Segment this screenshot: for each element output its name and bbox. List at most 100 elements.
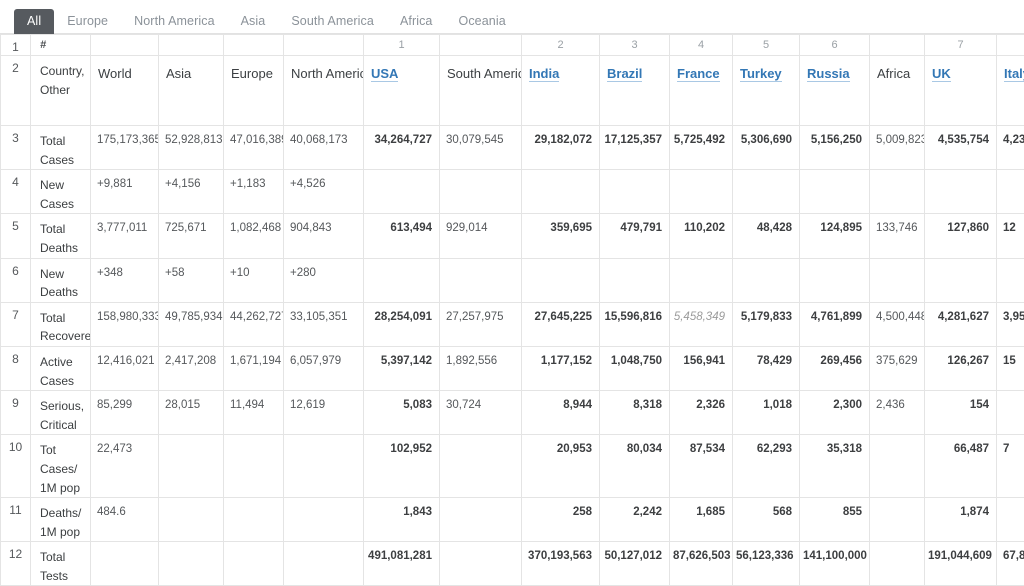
cell-total-cases-france: 5,725,492 (669, 124, 733, 171)
cell-active-cases-usa: 5,397,142 (363, 345, 440, 392)
cell-active-cases-europe: 1,671,194 (223, 345, 284, 392)
cell-total-cases-south-america: 30,079,545 (439, 124, 522, 171)
cell-deaths-1m-pop-france: 1,685 (669, 497, 733, 543)
cell-tot-cases-1m-pop-russia: 35,318 (799, 434, 870, 499)
cell-total-recovered-asia: 49,785,934 (158, 301, 224, 347)
table-row-total-deaths: 5 Total Deaths 3,777,011 725,671 1,082,468 90… (0, 213, 1024, 259)
cell-total-tests-india: 370,193,563 (521, 541, 600, 586)
cell-new-cases-india (521, 169, 600, 215)
cell-new-deaths-africa (869, 257, 925, 303)
cell-new-deaths-turkey (732, 257, 800, 303)
cell-total-deaths-brazil: 479,791 (599, 213, 670, 259)
cell-serious-critical-north-america: 12,619 (283, 390, 364, 436)
cell-total-tests-france: 87,626,503 (669, 541, 733, 586)
cell-total-recovered-uk: 4,281,627 (924, 301, 997, 347)
cell-tot-cases-1m-pop-france: 87,534 (669, 434, 733, 499)
cell-serious-critical-india: 8,944 (521, 390, 600, 436)
cell-total-cases-africa: 5,009,823 (869, 124, 925, 171)
country-link-india[interactable]: India (529, 66, 560, 82)
cell-deaths-1m-pop-world: 484.6 (90, 497, 159, 543)
cell-deaths-1m-pop-russia: 855 (799, 497, 870, 543)
cell-new-deaths-brazil (599, 257, 670, 303)
cell-active-cases-world: 12,416,021 (90, 345, 159, 392)
cell-deaths-1m-pop-south-america (439, 497, 522, 543)
cell-total-tests-turkey: 56,123,336 (732, 541, 800, 586)
cell-total-recovered-france: 5,458,349 (669, 301, 733, 347)
cell-total-cases-asia: 52,928,813 (158, 124, 224, 171)
cell-serious-critical-russia: 2,300 (799, 390, 870, 436)
cell-total-deaths-france: 110,202 (669, 213, 733, 259)
cell-tot-cases-1m-pop-india: 20,953 (521, 434, 600, 499)
country-link-france[interactable]: France (677, 66, 720, 82)
cell-new-cases-asia: +4,156 (158, 169, 224, 215)
country-link-brazil[interactable]: Brazil (607, 66, 643, 82)
cell-deaths-1m-pop-uk: 1,874 (924, 497, 997, 543)
column-header-italy: Italy (996, 55, 1024, 126)
cell-deaths-1m-pop-italy (996, 497, 1024, 543)
cell-active-cases-italy: 15 (996, 345, 1024, 392)
country-link-usa[interactable]: USA (371, 66, 399, 82)
row-label-new-cases: New Cases (30, 169, 91, 215)
country-link-russia[interactable]: Russia (807, 66, 850, 82)
rank-cell-brazil: 3 (599, 34, 670, 56)
tab-all[interactable]: All (14, 9, 55, 34)
row-number: 12 (0, 541, 31, 586)
country-link-turkey[interactable]: Turkey (740, 66, 782, 82)
cell-tot-cases-1m-pop-europe (223, 434, 284, 499)
row-label-total-cases: Total Cases (30, 124, 91, 171)
column-header-brazil: Brazil (599, 55, 670, 126)
cell-deaths-1m-pop-north-america (283, 497, 364, 543)
cell-deaths-1m-pop-india: 258 (521, 497, 600, 543)
table-row-total-cases: 3 Total Cases 175,173,365 52,928,813 47,016,… (0, 124, 1024, 171)
cell-new-cases-europe: +1,183 (223, 169, 284, 215)
cell-total-cases-usa: 34,264,727 (363, 124, 440, 171)
stats-table-body: 1 #1 2 3 4 5 6 7 2 Country, Other World Asia Europe N… (0, 34, 1024, 586)
cell-deaths-1m-pop-europe (223, 497, 284, 543)
cell-deaths-1m-pop-turkey: 568 (732, 497, 800, 543)
cell-total-tests-south-america (439, 541, 522, 586)
rank-cell-usa: 1 (363, 34, 440, 56)
cell-serious-critical-uk: 154 (924, 390, 997, 436)
row-label-serious-critical: Serious, Critical (30, 390, 91, 436)
cell-total-deaths-south-america: 929,014 (439, 213, 522, 259)
rank-cell-russia: 6 (799, 34, 870, 56)
cell-new-cases-africa (869, 169, 925, 215)
rank-cell-turkey: 5 (732, 34, 800, 56)
cell-new-deaths-usa (363, 257, 440, 303)
tab-south-america[interactable]: South America (291, 14, 374, 28)
country-link-uk[interactable]: UK (932, 66, 951, 82)
column-header-europe: Europe (223, 55, 284, 126)
cell-active-cases-turkey: 78,429 (732, 345, 800, 392)
cell-total-deaths-russia: 124,895 (799, 213, 870, 259)
cell-new-cases-turkey (732, 169, 800, 215)
cell-total-cases-brazil: 17,125,357 (599, 124, 670, 171)
tab-africa[interactable]: Africa (399, 14, 433, 28)
rank-cell-italy (996, 34, 1024, 56)
cell-new-deaths-russia (799, 257, 870, 303)
cell-new-cases-north-america: +4,526 (283, 169, 364, 215)
rank-cell-africa (869, 34, 925, 56)
cell-active-cases-asia: 2,417,208 (158, 345, 224, 392)
row-number: 7 (0, 301, 31, 347)
column-header-india: India (521, 55, 600, 126)
column-header-france: France (669, 55, 733, 126)
cell-new-cases-world: +9,881 (90, 169, 159, 215)
tab-oceania[interactable]: Oceania (458, 14, 506, 28)
country-link-italy[interactable]: Italy (1004, 66, 1024, 82)
column-header-usa: USA (363, 55, 440, 126)
cell-tot-cases-1m-pop-asia (158, 434, 224, 499)
tab-europe[interactable]: Europe (67, 14, 109, 28)
row-number: 3 (0, 124, 31, 171)
stats-table: 1 #1 2 3 4 5 6 7 2 Country, Other World Asia Europe N… (0, 34, 1024, 586)
tab-north-america[interactable]: North America (134, 14, 215, 28)
cell-total-tests-uk: 191,044,609 (924, 541, 997, 586)
cell-total-deaths-asia: 725,671 (158, 213, 224, 259)
row-number: 8 (0, 345, 31, 392)
cell-active-cases-brazil: 1,048,750 (599, 345, 670, 392)
cell-total-tests-europe (223, 541, 284, 586)
cell-total-cases-north-america: 40,068,173 (283, 124, 364, 171)
cell-new-deaths-world: +348 (90, 257, 159, 303)
tab-asia[interactable]: Asia (240, 14, 266, 28)
cell-total-tests-north-america (283, 541, 364, 586)
